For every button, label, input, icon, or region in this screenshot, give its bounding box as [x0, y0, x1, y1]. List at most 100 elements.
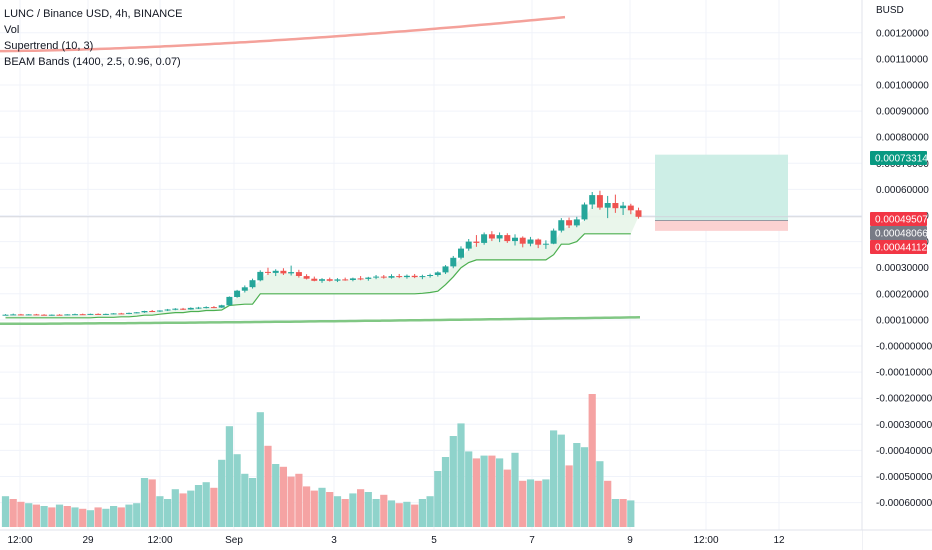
candle [87, 313, 94, 315]
candle [373, 275, 380, 280]
time-tick-label: 7 [529, 535, 535, 546]
candle [172, 308, 179, 311]
candle-body [2, 314, 9, 316]
candle-body [265, 271, 271, 273]
candle [604, 195, 611, 219]
candle-body [620, 205, 627, 209]
price-axis[interactable]: BUSD 0.00120000 0.00110000 0.00100000 0.0009… [861, 0, 932, 550]
volume-bar [573, 443, 581, 527]
candle-body [172, 308, 179, 310]
candle [589, 192, 596, 209]
candle [481, 232, 488, 245]
candle [72, 313, 78, 316]
candle-body [427, 275, 434, 276]
candle-body [33, 314, 40, 316]
volume-bar [395, 503, 403, 527]
volume-bar [55, 504, 64, 527]
candle [164, 308, 171, 312]
candle-body [458, 248, 464, 258]
candle [234, 289, 241, 298]
candle-body [442, 266, 449, 273]
candle [512, 234, 518, 246]
volume-bar [79, 508, 87, 527]
chart-grid [0, 0, 862, 530]
volume-bar [248, 478, 257, 527]
volume-bar [63, 506, 71, 527]
volume-bar [110, 506, 118, 527]
candle [241, 285, 248, 293]
time-tick-label: 12:00 [7, 535, 32, 546]
volume-bar [604, 480, 612, 527]
candle-body [187, 307, 194, 310]
volume-bar [333, 496, 342, 527]
candle [95, 313, 102, 315]
candle-body [612, 203, 619, 209]
volume-bar [71, 507, 79, 527]
price-tick-label: -0.00040000 [876, 446, 932, 457]
volume-bar [140, 478, 149, 527]
volume-bar [318, 487, 326, 527]
volume-bar [86, 510, 94, 527]
time-axis[interactable]: 12:00 29 12:00 Sep 3 5 7 9 12:00 12 [0, 529, 932, 550]
volume-bar [194, 485, 203, 527]
price-axis-unit: BUSD [876, 5, 904, 16]
candle [627, 203, 634, 215]
volume-bar [310, 490, 318, 527]
candle [149, 309, 156, 313]
price-tick-label: 0.00030000 [876, 263, 929, 274]
candle-body [17, 314, 24, 316]
volume-bar [488, 455, 496, 527]
candle-body [141, 311, 148, 313]
volume-bar [472, 458, 480, 527]
candle [550, 228, 557, 245]
price-tick-label: 0.00060000 [876, 185, 929, 196]
price-tick-label: -0.00010000 [876, 368, 932, 379]
volume-bar [519, 480, 527, 527]
candle-body [156, 310, 163, 312]
candle [17, 313, 24, 316]
candle [411, 273, 418, 279]
volume-bar [125, 504, 133, 527]
candle [612, 194, 619, 213]
long-position-tool[interactable] [0, 154, 862, 231]
price-tick-label: 0.00110000 [876, 54, 929, 65]
candle [488, 231, 495, 242]
volume-bar [526, 479, 535, 527]
volume-bar [387, 500, 396, 527]
volume-bar [148, 479, 156, 527]
candle-body [512, 237, 518, 242]
candle-body [342, 279, 349, 281]
price-badge-label: 0.00049507 [875, 215, 928, 226]
candle [280, 268, 287, 276]
indicator-beam-bands[interactable]: BEAM Bands (1400, 2.5, 0.96, 0.07) [4, 56, 181, 68]
candle [396, 273, 403, 279]
chart-legend: LUNC / Binance USD, 4h, BINANCE Vol Supe… [4, 6, 183, 70]
candle [25, 314, 32, 316]
indicator-vol[interactable]: Vol [4, 24, 20, 36]
price-badge-label: 0.00048066 [875, 229, 928, 240]
volume-bar [457, 423, 465, 527]
candle [218, 304, 225, 308]
candle [496, 232, 503, 243]
candle [126, 312, 132, 315]
candle [365, 276, 372, 281]
price-tick-label: 0.00010000 [876, 315, 929, 326]
volume-bar [179, 493, 187, 527]
time-tick-label: 29 [82, 535, 94, 546]
candle-body [226, 296, 233, 306]
indicator-supertrend[interactable]: Supertrend (10, 3) [4, 40, 94, 52]
volume-bar [9, 499, 17, 527]
candle [265, 267, 271, 276]
candle-body [249, 280, 256, 288]
price-tick-label: -0.00030000 [876, 420, 932, 431]
candle [249, 278, 256, 289]
volume-bar [210, 487, 218, 527]
symbol-title[interactable]: LUNC / Binance USD, 4h, BINANCE [4, 8, 183, 20]
volume-bar [287, 476, 295, 527]
candle-body [102, 313, 109, 315]
candle-body [403, 275, 410, 278]
candle [380, 275, 387, 279]
candle-body [334, 279, 341, 281]
candle [419, 274, 426, 280]
